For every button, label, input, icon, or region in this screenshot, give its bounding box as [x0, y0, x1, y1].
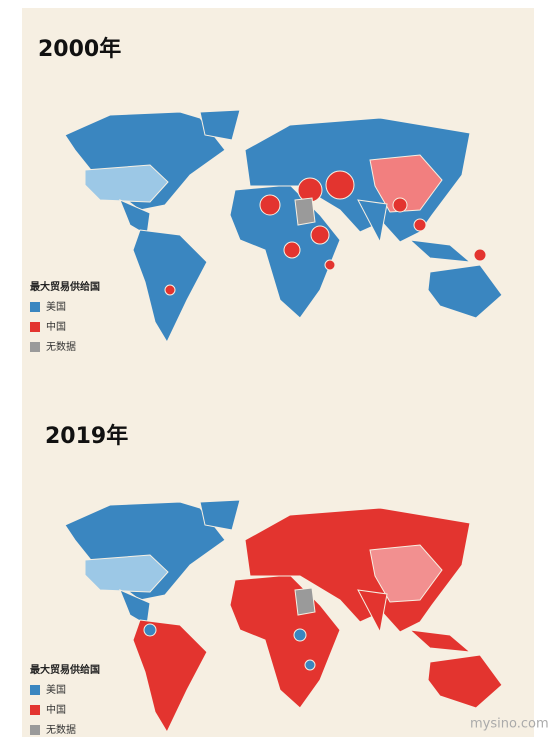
region — [294, 587, 316, 616]
maps — [64, 109, 503, 734]
region — [369, 154, 443, 213]
legend-swatch — [30, 725, 40, 735]
legend-title: 最大贸易供给国 — [30, 663, 100, 676]
watermark: mysino.com — [470, 717, 549, 732]
region — [310, 225, 330, 245]
region — [427, 654, 503, 709]
region — [293, 628, 307, 642]
region — [294, 197, 316, 226]
legend-label: 美国 — [46, 683, 66, 696]
region — [369, 544, 443, 603]
legend-swatch — [30, 302, 40, 312]
region — [324, 259, 336, 271]
region — [325, 170, 355, 200]
world-map — [64, 109, 503, 344]
region — [143, 623, 157, 637]
region — [392, 197, 408, 213]
region — [413, 218, 427, 232]
region — [473, 248, 487, 262]
region — [304, 659, 316, 671]
panel-title: 2000年 — [38, 36, 121, 62]
region — [283, 241, 301, 259]
region — [164, 284, 176, 296]
region — [244, 507, 471, 633]
legend-swatch — [30, 685, 40, 695]
region — [84, 554, 169, 593]
legend-label: 无数据 — [46, 723, 76, 736]
region — [357, 199, 388, 244]
legend-label: 美国 — [46, 300, 66, 313]
region — [84, 164, 169, 203]
region — [357, 589, 388, 634]
legend-label: 中国 — [46, 703, 66, 716]
region — [408, 629, 472, 653]
legend-label: 中国 — [46, 320, 66, 333]
legend-swatch — [30, 322, 40, 332]
panel-title: 2019年 — [45, 423, 128, 449]
legend-swatch — [30, 342, 40, 352]
region — [259, 194, 281, 216]
region — [427, 264, 503, 319]
legend-title: 最大贸易供给国 — [30, 280, 100, 293]
region — [408, 239, 472, 263]
region — [132, 619, 208, 734]
legend-label: 无数据 — [46, 340, 76, 353]
world-map — [64, 499, 503, 734]
region — [199, 109, 241, 141]
legend-swatch — [30, 705, 40, 715]
region — [199, 499, 241, 531]
